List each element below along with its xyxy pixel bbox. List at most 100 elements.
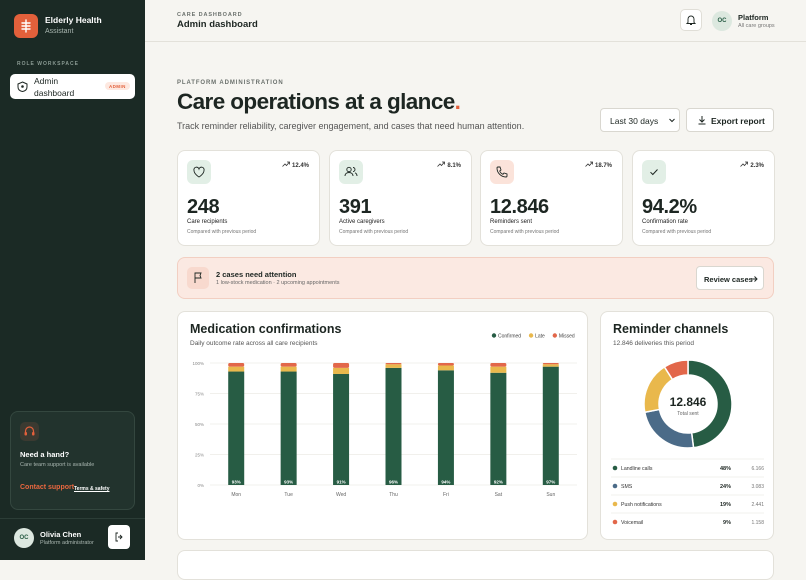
brand-tagline: Assistant	[45, 28, 74, 35]
medication-card: Medication confirmations Daily outcome r…	[177, 311, 588, 540]
kpi-icon	[187, 160, 211, 184]
donut-total: 12.846	[670, 395, 707, 409]
bar-segment	[228, 371, 245, 485]
bar-segment	[437, 365, 454, 371]
kpi-trend-value: 8.1%	[447, 163, 461, 169]
bar-segment	[228, 366, 245, 372]
notifications-button[interactable]	[680, 9, 702, 31]
nav-icon	[17, 81, 28, 92]
legend-swatch	[491, 333, 497, 338]
logo-icon	[21, 19, 31, 33]
x-tick-label: Mon	[231, 492, 241, 498]
y-tick-label: 0%	[197, 483, 204, 488]
bar-segment	[542, 363, 559, 365]
sidebar: Elderly Health Assistant ROLE WORKSPACE …	[0, 0, 145, 560]
bar-value-label: 93%	[232, 480, 241, 485]
period-select[interactable]: Last 30 days	[600, 108, 680, 132]
kpi-card: 18.7% 12.846 Reminders sent Compared with p…	[480, 150, 623, 246]
bar-value-label: 91%	[337, 480, 346, 485]
channels-card: Reminder channels 12.846 deliveries this…	[600, 311, 774, 540]
user-avatar: OC	[14, 528, 34, 548]
bar-segment	[228, 363, 245, 367]
bar-segment	[490, 366, 507, 373]
y-tick-label: 50%	[195, 422, 204, 427]
channel-percent: 48%	[720, 466, 731, 472]
bar-segment	[385, 367, 402, 485]
bar-segment	[280, 371, 297, 485]
x-tick-label: Fri	[443, 492, 449, 498]
hero-subtitle: Track reminder reliability, caregiver en…	[177, 121, 525, 131]
help-card: Need a hand? Care team support is availa…	[10, 411, 135, 510]
help-link[interactable]: Contact support	[20, 484, 75, 491]
help-icon	[20, 422, 39, 441]
nav-badge: ADMIN	[105, 82, 130, 90]
kpi-value: 248	[187, 196, 220, 218]
kpi-value: 94.2%	[642, 196, 697, 218]
medication-subtitle: Daily outcome rate across all care recip…	[190, 340, 318, 347]
bar-segment	[490, 363, 507, 367]
bar-value-label: 96%	[389, 480, 398, 485]
donut-segment	[687, 359, 733, 449]
kpi-trend-value: 18.7%	[594, 163, 612, 169]
user-name: Olivia Chen	[40, 530, 82, 539]
channel-percent: 9%	[723, 520, 731, 526]
header-eyebrow: CARE DASHBOARD	[177, 12, 243, 18]
bar-segment	[490, 372, 507, 485]
kpi-label: Active caregivers	[339, 219, 385, 225]
donut-segment	[663, 359, 689, 381]
kpi-card: 12.4% 248 Care recipients Compared with pre…	[177, 150, 320, 246]
nav-item[interactable]: Admin dashboard ADMIN	[10, 74, 135, 99]
kpi-note: Compared with previous period	[339, 229, 409, 235]
legend-label: Confirmed	[498, 334, 521, 340]
y-tick-label: 100%	[192, 361, 204, 366]
bar-value-label: 97%	[546, 480, 555, 485]
bar-segment	[280, 363, 297, 367]
channel-swatch	[612, 501, 618, 507]
y-tick-label: 25%	[195, 453, 204, 458]
review-label: Review cases	[704, 274, 753, 284]
channel-count: 3.083	[751, 484, 764, 490]
review-button[interactable]: Review cases	[696, 266, 764, 290]
alert-title: 2 cases need attention	[216, 270, 297, 279]
bar-value-label: 94%	[441, 480, 450, 485]
bar-segment	[333, 373, 350, 485]
channels-chart: 12.846 Total sent Landline calls 48% 6.166 SM…	[611, 359, 764, 526]
legend-label: Late	[535, 334, 545, 340]
account-avatar[interactable]: OC	[712, 11, 732, 31]
export-button[interactable]: Export report	[686, 108, 774, 132]
bar-segment	[280, 366, 297, 372]
channel-count: 2.441	[751, 502, 764, 508]
donut-total-label: Total sent	[677, 411, 699, 417]
logo	[14, 14, 38, 38]
channel-name: Landline calls	[621, 466, 653, 472]
period-label: Last 30 days	[610, 116, 659, 126]
bar-segment	[542, 366, 559, 485]
kpi-value: 391	[339, 196, 372, 218]
account-name: Platform	[738, 13, 769, 22]
channel-count: 1.158	[751, 520, 764, 526]
x-tick-label: Sun	[546, 492, 555, 498]
bar-segment	[542, 364, 559, 367]
bar-segment	[333, 363, 350, 368]
kpi-trend-value: 2.3%	[750, 163, 764, 169]
alert-icon	[187, 267, 209, 289]
kpi-value: 12.846	[490, 196, 549, 218]
legend-label: Missed	[559, 334, 575, 340]
kpi-icon	[490, 160, 514, 184]
kpi-icon	[642, 160, 666, 184]
channels-subtitle: 12.846 deliveries this period	[613, 340, 694, 347]
channel-swatch	[612, 519, 618, 525]
channel-name: Push notifications	[621, 502, 662, 508]
channel-percent: 19%	[720, 502, 731, 508]
account-scope: All care groups	[738, 23, 775, 29]
divider	[0, 518, 145, 519]
terms-link[interactable]: Terms & safety	[74, 486, 110, 492]
logout-button[interactable]	[108, 525, 130, 549]
kpi-trend: 2.3%	[740, 161, 764, 169]
y-tick-label: 75%	[195, 392, 204, 397]
top-bar	[145, 0, 806, 42]
kpi-note: Compared with previous period	[187, 229, 257, 235]
brand-name: Elderly Health	[45, 15, 102, 25]
bar-value-label: 93%	[284, 480, 293, 485]
hero-title: Care operations at a glance.	[177, 89, 461, 115]
